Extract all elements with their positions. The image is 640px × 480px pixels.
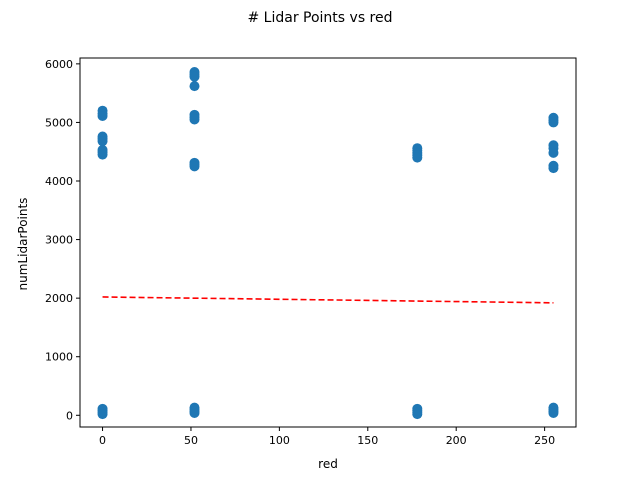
scatter-point bbox=[548, 117, 559, 128]
scatter-point bbox=[189, 81, 200, 92]
scatter-point bbox=[412, 409, 423, 420]
y-tick-label: 2000 bbox=[45, 292, 73, 305]
plot-frame bbox=[79, 57, 577, 428]
y-axis-label: numLidarPoints bbox=[16, 198, 30, 291]
scatter-point bbox=[412, 152, 423, 163]
x-tick-label: 150 bbox=[357, 434, 378, 447]
x-tick-label: 100 bbox=[269, 434, 290, 447]
scatter-point bbox=[189, 161, 200, 172]
scatter-point bbox=[189, 71, 200, 82]
y-tick-label: 3000 bbox=[45, 234, 73, 247]
scatter-point bbox=[97, 409, 108, 420]
y-tick-label: 5000 bbox=[45, 116, 73, 129]
scatter-points bbox=[97, 67, 559, 420]
x-tick-label: 250 bbox=[534, 434, 555, 447]
y-tick-label: 4000 bbox=[45, 175, 73, 188]
scatter-point bbox=[97, 110, 108, 121]
y-tick-label: 0 bbox=[66, 409, 73, 422]
y-tick-label: 1000 bbox=[45, 351, 73, 364]
scatter-point bbox=[97, 149, 108, 160]
scatter-point bbox=[97, 136, 108, 147]
scatter-point bbox=[548, 163, 559, 174]
x-axis-ticks: 0 50 100 150 200 250 bbox=[99, 427, 555, 447]
y-axis-ticks: 0 1000 2000 3000 4000 5000 6000 bbox=[45, 58, 80, 422]
chart-title: # Lidar Points vs red bbox=[247, 10, 392, 26]
x-axis-label: red bbox=[318, 457, 338, 471]
trend-line bbox=[102, 296, 554, 304]
trend-line-layer bbox=[102, 296, 554, 304]
x-tick-label: 50 bbox=[184, 434, 198, 447]
x-tick-label: 200 bbox=[446, 434, 467, 447]
x-tick-label: 0 bbox=[99, 434, 106, 447]
scatter-point bbox=[548, 407, 559, 418]
scatter-point bbox=[548, 147, 559, 158]
scatter-point bbox=[189, 114, 200, 125]
y-tick-label: 6000 bbox=[45, 58, 73, 71]
scatter-point bbox=[189, 407, 200, 418]
